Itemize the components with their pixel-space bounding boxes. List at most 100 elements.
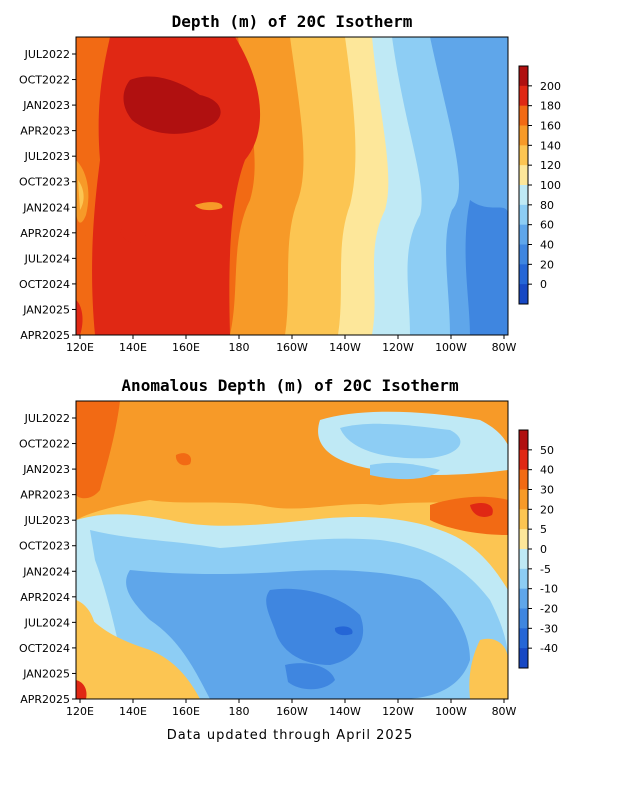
depth-y-tick-label: APR2023 (20, 125, 70, 138)
anomaly-y-tick-label: JAN2023 (22, 463, 70, 476)
anomaly-colorbar-label: 0 (540, 543, 547, 556)
anomaly-colorbar-swatch (519, 608, 528, 629)
depth-colorbar-label: 60 (540, 219, 554, 232)
depth-colorbar-swatch (519, 264, 528, 285)
chart-title-depth: Depth (m) of 20C Isotherm (172, 12, 413, 31)
anomaly-x-tick-label: 160E (172, 705, 200, 718)
anomaly-colorbar-label: 5 (540, 523, 547, 536)
anomaly-colorbar-label: -10 (540, 583, 558, 596)
anomaly-y-tick-label: OCT2023 (19, 540, 70, 553)
depth-x-tick-label: 140W (329, 341, 361, 354)
anomaly-colorbar-label: 20 (540, 503, 554, 516)
anomaly-y-tick-label: OCT2022 (19, 438, 70, 451)
anomaly-colorbar-swatch (519, 648, 528, 669)
depth-y-tick-label: OCT2023 (19, 176, 70, 189)
depth-colorbar-swatch (519, 105, 528, 126)
depth-y-tick-label: APR2024 (20, 227, 70, 240)
depth-colorbar-label: 120 (540, 159, 561, 172)
chart-title-anomaly: Anomalous Depth (m) of 20C Isotherm (121, 376, 459, 395)
depth-colorbar-swatch (519, 66, 528, 87)
anomaly-colorbar-swatch (519, 628, 528, 649)
depth-colorbar-swatch (519, 284, 528, 305)
anomaly-colorbar-swatch (519, 549, 528, 570)
depth-x-tick-label: 120W (382, 341, 414, 354)
depth-y-tick-label: JUL2024 (24, 252, 70, 265)
anomaly-colorbar-label: 40 (540, 464, 554, 477)
depth-x-tick-label: 180 (229, 341, 250, 354)
anomaly-x-tick-label: 160W (276, 705, 308, 718)
depth-y-tick-label: JAN2024 (22, 201, 70, 214)
anomaly-y-tick-label: JUL2023 (24, 514, 70, 527)
depth-x-tick-label: 120E (66, 341, 94, 354)
depth-y-tick-label: APR2025 (20, 329, 70, 342)
anomaly-colorbar-label: -30 (540, 622, 558, 635)
anomaly-x-tick-label: 80W (492, 705, 517, 718)
anomaly-x-tick-label: 140W (329, 705, 361, 718)
anomaly-x-tick-label: 180 (229, 705, 250, 718)
anomaly-x-axis: 120E 140E 160E 180 160W 140W 120W 100W 80W (66, 699, 517, 718)
depth-y-tick-label: OCT2024 (19, 278, 70, 291)
depth-y-tick-label: JAN2023 (22, 99, 70, 112)
depth-colorbar-label: 140 (540, 139, 561, 152)
anomaly-colorbar-swatch (519, 588, 528, 609)
anomaly-y-tick-label: APR2024 (20, 591, 70, 604)
anomaly-colorbar-swatch (519, 529, 528, 550)
depth-contour-field (76, 37, 508, 335)
depth-colorbar-swatch (519, 224, 528, 245)
depth-x-tick-label: 140E (119, 341, 147, 354)
depth-y-tick-label: OCT2022 (19, 74, 70, 87)
depth-colorbar-label: 80 (540, 199, 554, 212)
depth-colorbar-swatch (519, 165, 528, 186)
depth-x-tick-label: 100W (435, 341, 467, 354)
depth-x-axis: 120E 140E 160E 180 160W 140W 120W 100W 80W (66, 335, 517, 354)
anomaly-x-tick-label: 140E (119, 705, 147, 718)
depth-colorbar-swatch (519, 85, 528, 107)
depth-y-tick-label: JUL2022 (24, 48, 70, 61)
anomaly-colorbar-swatch (519, 469, 528, 490)
anomaly-y-tick-label: JAN2024 (22, 565, 70, 578)
anomaly-x-tick-label: 100W (435, 705, 467, 718)
anomaly-y-tick-label: JUL2022 (24, 412, 70, 425)
anomaly-contour-field (76, 401, 508, 699)
depth-colorbar-swatch (519, 125, 528, 146)
depth-y-tick-label: JUL2023 (24, 150, 70, 163)
anomaly-x-tick-label: 120E (66, 705, 94, 718)
anomaly-colorbar-label: -40 (540, 642, 558, 655)
depth-colorbar-swatch (519, 185, 528, 206)
anomaly-y-tick-label: JAN2025 (22, 667, 70, 680)
anomaly-colorbar-swatch (519, 509, 528, 530)
depth-colorbar-swatch (519, 204, 528, 226)
depth-colorbar-label: 200 (540, 80, 561, 93)
depth-colorbar-swatch (519, 244, 528, 265)
anomaly-colorbar-swatch (519, 430, 528, 451)
anomaly-y-tick-label: APR2025 (20, 693, 70, 706)
anomaly-y-tick-label: APR2023 (20, 489, 70, 502)
anomaly-y-tick-label: OCT2024 (19, 642, 70, 655)
footer-note: Data updated through April 2025 (167, 728, 414, 743)
depth-colorbar-label: 180 (540, 100, 561, 113)
depth-colorbar-label: 20 (540, 258, 554, 271)
anomaly-colorbar-label: -20 (540, 603, 558, 616)
depth-colorbar-label: 100 (540, 179, 561, 192)
anomaly-x-tick-label: 120W (382, 705, 414, 718)
depth-colorbar-label: 40 (540, 239, 554, 252)
depth-y-tick-label: JAN2025 (22, 303, 70, 316)
anomaly-y-tick-label: JUL2024 (24, 616, 70, 629)
depth-y-axis: JUL2022 OCT2022 JAN2023 APR2023 JUL2023 OCT20… (19, 48, 76, 342)
depth-x-tick-label: 80W (492, 341, 517, 354)
anomaly-y-axis: JUL2022 OCT2022 JAN2023 APR2023 JUL2023 OCT20… (19, 412, 76, 706)
depth-colorbar-swatch (519, 145, 528, 166)
anomaly-colorbar-label: 30 (540, 484, 554, 497)
anomaly-colorbar-label: -5 (540, 563, 551, 576)
depth-colorbar-label: 0 (540, 278, 547, 291)
depth-colorbar-label: 160 (540, 120, 561, 133)
depth-x-tick-label: 160E (172, 341, 200, 354)
anomaly-colorbar-label: 50 (540, 444, 554, 457)
anomaly-colorbar-swatch (519, 489, 528, 510)
depth-x-tick-label: 160W (276, 341, 308, 354)
anomaly-colorbar-swatch (519, 449, 528, 471)
anomaly-colorbar-swatch (519, 568, 528, 590)
